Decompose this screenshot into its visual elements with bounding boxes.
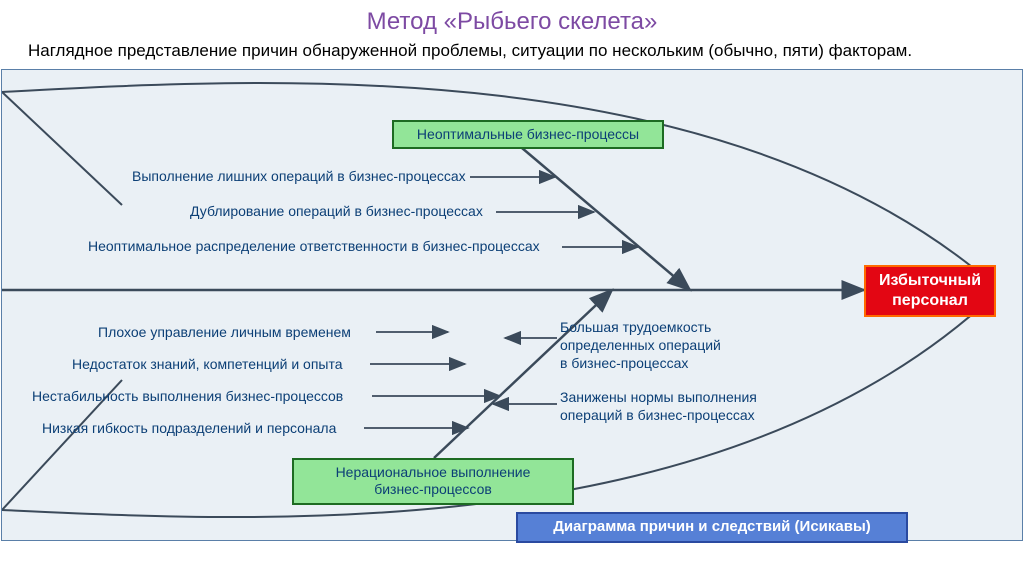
cause-label: Дублирование операций в бизнес-процессах bbox=[190, 203, 483, 219]
cause-label: Недостаток знаний, компетенций и опыта bbox=[72, 356, 343, 372]
footer-label: Диаграмма причин и следствий (Исикавы) bbox=[516, 512, 908, 543]
category-box-top: Неоптимальные бизнес-процессы bbox=[392, 120, 664, 150]
page-title: Метод «Рыбьего скелета» bbox=[0, 8, 1024, 36]
cause-label: Низкая гибкость подразделений и персонал… bbox=[42, 420, 336, 436]
cause-label: Занижены нормы выполненияопераций в бизн… bbox=[560, 388, 757, 424]
cause-label: Выполнение лишних операций в бизнес-проц… bbox=[132, 168, 466, 184]
cause-label: Неоптимальное распределение ответственно… bbox=[88, 238, 540, 254]
page-subtitle: Наглядное представление причин обнаружен… bbox=[28, 40, 996, 63]
cause-label: Большая трудоемкостьопределенных операци… bbox=[560, 318, 721, 373]
fishbone-canvas: Неоптимальные бизнес-процессы Нерационал… bbox=[1, 69, 1023, 541]
effect-box-head: Избыточныйперсонал bbox=[864, 265, 996, 317]
cause-label: Нестабильность выполнения бизнес-процесс… bbox=[32, 388, 343, 404]
category-box-bottom: Нерациональное выполнениебизнес-процессо… bbox=[292, 458, 574, 505]
cause-label: Плохое управление личным временем bbox=[98, 324, 351, 340]
